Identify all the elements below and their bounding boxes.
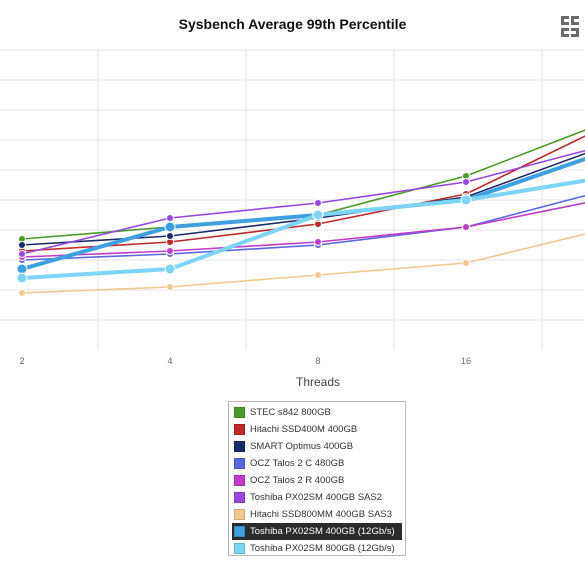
data-point[interactable]: [462, 223, 470, 231]
chart-title: Sysbench Average 99th Percentile: [178, 16, 407, 32]
legend-item[interactable]: Hitachi SSD400M 400GB: [232, 421, 402, 438]
data-point[interactable]: [314, 199, 322, 207]
data-point[interactable]: [164, 263, 176, 275]
legend-label: SMART Optimus 400GB: [250, 441, 354, 452]
data-point[interactable]: [314, 238, 322, 246]
legend-label: Toshiba PX02SM 400GB SAS2: [250, 492, 383, 503]
data-point[interactable]: [460, 194, 472, 206]
data-point[interactable]: [166, 232, 174, 240]
grid-lines: [0, 49, 585, 350]
series-lines: [21, 129, 585, 294]
legend-item[interactable]: Hitachi SSD800MM 400GB SAS3: [232, 506, 402, 523]
legend-label: OCZ Talos 2 R 400GB: [250, 475, 345, 486]
series-line: [21, 156, 585, 271]
line-chart: 2481632 Threads: [0, 49, 585, 389]
series-points: [16, 172, 472, 297]
legend-label: STEC s842 800GB: [250, 407, 331, 418]
x-tick-label: 16: [461, 356, 471, 366]
legend-item[interactable]: OCZ Talos 2 C 480GB: [232, 455, 402, 472]
legend-label: OCZ Talos 2 C 480GB: [250, 458, 345, 469]
x-tick-label: 4: [167, 356, 172, 366]
data-point[interactable]: [462, 259, 470, 267]
legend-label: Hitachi SSD800MM 400GB SAS3: [250, 509, 393, 520]
legend-item[interactable]: Toshiba PX02SM 400GB (12Gb/s): [232, 523, 402, 540]
legend-swatch: [234, 424, 245, 435]
legend-item[interactable]: OCZ Talos 2 R 400GB: [232, 472, 402, 489]
x-axis-label: Threads: [296, 375, 340, 389]
legend-swatch: [234, 492, 245, 503]
legend-swatch: [234, 441, 245, 452]
series-line: [21, 178, 585, 280]
x-tick-labels: 2481632: [19, 356, 471, 366]
data-point[interactable]: [462, 178, 470, 186]
legend-swatch: [234, 458, 245, 469]
data-point[interactable]: [166, 283, 174, 291]
site-logo-icon: [557, 12, 583, 48]
data-point[interactable]: [314, 271, 322, 279]
data-point[interactable]: [166, 214, 174, 222]
legend-swatch: [234, 543, 245, 554]
legend-item[interactable]: Toshiba PX02SM 800GB (12Gb/s): [232, 540, 402, 557]
legend-item[interactable]: SMART Optimus 400GB: [232, 438, 402, 455]
data-point[interactable]: [16, 272, 28, 284]
legend-item[interactable]: STEC s842 800GB: [232, 404, 402, 421]
legend-label: Toshiba PX02SM 800GB (12Gb/s): [250, 543, 395, 554]
data-point[interactable]: [166, 247, 174, 255]
legend-label: Hitachi SSD400M 400GB: [250, 424, 358, 435]
x-tick-label: 2: [19, 356, 24, 366]
legend-swatch: [234, 407, 245, 418]
series-line: [21, 149, 585, 255]
data-point[interactable]: [18, 241, 26, 249]
series-line: [21, 202, 585, 258]
legend-item[interactable]: Toshiba PX02SM 400GB SAS2: [232, 489, 402, 506]
data-point[interactable]: [164, 221, 176, 233]
legend-label: Toshiba PX02SM 400GB (12Gb/s): [250, 526, 395, 537]
data-point[interactable]: [18, 250, 26, 258]
data-point[interactable]: [312, 209, 324, 221]
series-line: [21, 194, 585, 261]
legend-swatch: [234, 526, 245, 537]
legend-swatch: [234, 509, 245, 520]
legend: STEC s842 800GB Hitachi SSD400M 400GB SMAR…: [228, 401, 406, 556]
legend-swatch: [234, 475, 245, 486]
data-point[interactable]: [18, 289, 26, 297]
x-tick-label: 8: [315, 356, 320, 366]
